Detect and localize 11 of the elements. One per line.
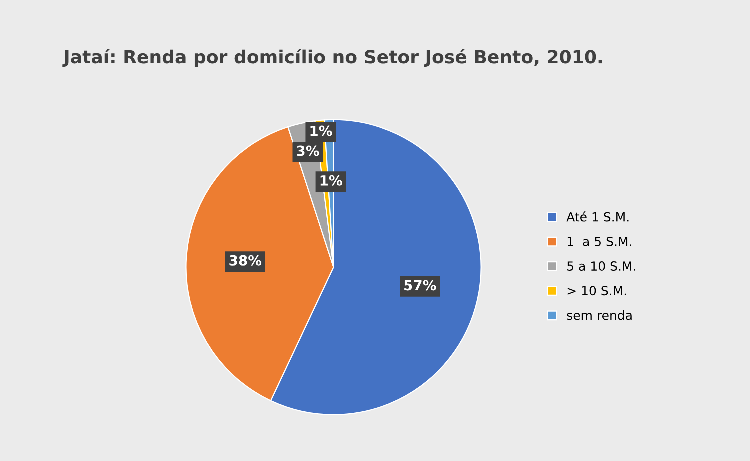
- legend-label: sem renda: [567, 310, 632, 320]
- legend-label: 5 a 10 S.M.: [568, 262, 636, 272]
- chart-title: Jataí: Renda por domicílio no Setor José Bento, 2010.: [62, 49, 602, 68]
- legend-label: 1 a 5 S.M.: [568, 236, 632, 246]
- legend-label: > 10 S.M.: [568, 286, 626, 296]
- data-label: 38%: [230, 255, 262, 266]
- data-label: 3%: [297, 146, 320, 156]
- legend-label: Até 1 S.M.: [566, 212, 629, 222]
- data-label: 1%: [320, 175, 342, 186]
- data-label: 1%: [310, 126, 332, 136]
- data-label: 57%: [404, 280, 436, 291]
